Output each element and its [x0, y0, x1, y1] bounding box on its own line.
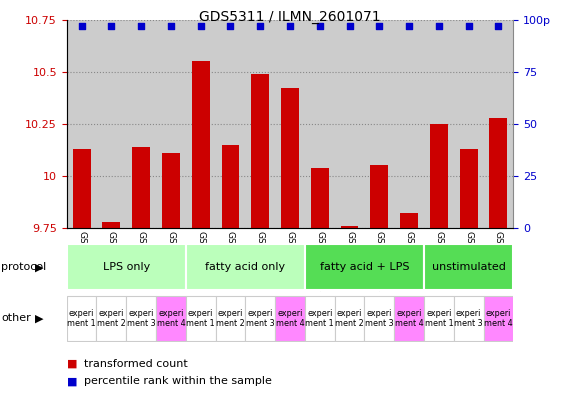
Bar — [216, 296, 245, 341]
Text: experi
ment 3: experi ment 3 — [365, 309, 394, 328]
Bar — [186, 244, 305, 290]
Text: ▶: ▶ — [35, 313, 44, 323]
Text: experi
ment 2: experi ment 2 — [335, 309, 364, 328]
Point — [285, 23, 295, 29]
Text: transformed count: transformed count — [84, 358, 188, 369]
Text: protocol: protocol — [1, 262, 46, 272]
Point — [375, 23, 384, 29]
Bar — [460, 149, 477, 228]
Bar — [490, 118, 508, 228]
Bar — [67, 244, 186, 290]
Point — [315, 23, 324, 29]
Bar — [245, 296, 275, 341]
Bar — [72, 149, 90, 228]
Point — [434, 23, 444, 29]
Text: fatty acid only: fatty acid only — [205, 262, 285, 272]
Text: percentile rank within the sample: percentile rank within the sample — [84, 376, 272, 386]
Text: experi
ment 1: experi ment 1 — [425, 309, 453, 328]
Text: experi
ment 3: experi ment 3 — [454, 309, 483, 328]
Bar — [192, 61, 209, 228]
Bar — [126, 296, 156, 341]
Bar — [186, 296, 216, 341]
Bar — [484, 296, 513, 341]
Text: experi
ment 4: experi ment 4 — [157, 309, 185, 328]
Bar — [67, 296, 96, 341]
Bar — [162, 153, 180, 228]
Bar — [222, 145, 240, 228]
Bar — [454, 296, 484, 341]
Bar — [132, 147, 150, 228]
Bar — [394, 296, 424, 341]
Text: experi
ment 4: experi ment 4 — [276, 309, 304, 328]
Point — [345, 23, 354, 29]
Text: experi
ment 4: experi ment 4 — [484, 309, 513, 328]
Bar — [156, 296, 186, 341]
Bar — [305, 296, 335, 341]
Point — [494, 23, 503, 29]
Text: ■: ■ — [67, 376, 81, 386]
Point — [226, 23, 235, 29]
Text: other: other — [1, 313, 31, 323]
Bar — [96, 296, 126, 341]
Bar — [364, 296, 394, 341]
Bar — [430, 124, 448, 228]
Point — [464, 23, 473, 29]
Point — [256, 23, 265, 29]
Text: LPS only: LPS only — [103, 262, 150, 272]
Text: ■: ■ — [67, 358, 81, 369]
Bar — [275, 296, 305, 341]
Bar — [424, 244, 513, 290]
Bar — [103, 222, 120, 228]
Text: GDS5311 / ILMN_2601071: GDS5311 / ILMN_2601071 — [199, 10, 381, 24]
Text: unstimulated: unstimulated — [432, 262, 506, 272]
Text: fatty acid + LPS: fatty acid + LPS — [320, 262, 409, 272]
Point — [136, 23, 146, 29]
Bar — [340, 226, 358, 228]
Bar — [400, 213, 418, 228]
Bar — [251, 74, 269, 228]
Point — [404, 23, 414, 29]
Point — [166, 23, 176, 29]
Bar — [305, 244, 424, 290]
Point — [107, 23, 116, 29]
Text: ▶: ▶ — [35, 262, 44, 272]
Text: experi
ment 2: experi ment 2 — [97, 309, 126, 328]
Text: experi
ment 3: experi ment 3 — [246, 309, 274, 328]
Point — [77, 23, 86, 29]
Bar — [424, 296, 454, 341]
Bar — [281, 88, 299, 228]
Text: experi
ment 3: experi ment 3 — [127, 309, 155, 328]
Text: experi
ment 1: experi ment 1 — [186, 309, 215, 328]
Text: experi
ment 1: experi ment 1 — [67, 309, 96, 328]
Text: experi
ment 1: experi ment 1 — [306, 309, 334, 328]
Text: experi
ment 2: experi ment 2 — [216, 309, 245, 328]
Point — [196, 23, 205, 29]
Text: experi
ment 4: experi ment 4 — [395, 309, 423, 328]
Bar — [311, 167, 329, 228]
Bar — [335, 296, 364, 341]
Bar — [371, 165, 388, 228]
